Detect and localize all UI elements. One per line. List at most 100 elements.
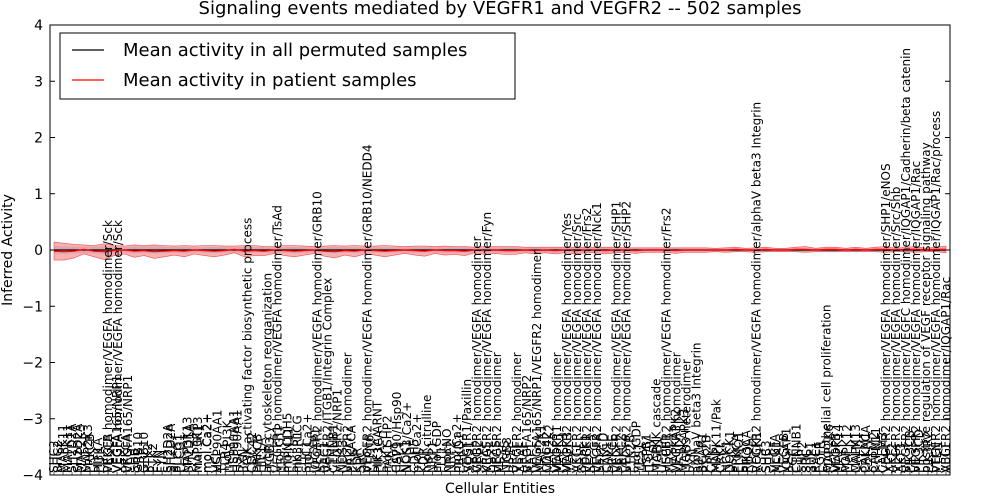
x-tick-label: SH2D1A [182,423,196,473]
chart-title: Signaling events mediated by VEGFR1 and … [199,0,802,19]
y-tick-label: −1 [22,299,43,315]
patient-mean-line [53,248,946,253]
x-tick-label: PRKCZ [615,434,629,473]
x-entity-label: MAP3K13 [181,416,195,473]
x-tick-label: MAPK11 [56,424,70,473]
x-entity-label: mol.SHP2 [380,415,394,473]
x-tick-label: MAPK13 [849,424,863,473]
x-entity-label: PRKACA [859,424,873,473]
x-entity-label: MAPK11 [61,424,75,473]
x-entity-label: mol.NO [440,428,454,473]
x-entity-label: endothelial cell proliferation [819,305,833,473]
x-tick-label: ITGAV [642,436,656,473]
x-tick-label: AKT2 [885,443,899,473]
x-tick-label: PRKCE [606,434,620,473]
x-tick-label: SHP1 [804,441,818,473]
x-tick-label: CALM2 [867,432,881,473]
x-tick-label: ROCK1 [750,431,764,473]
x-tick-label: MAPK3 [561,432,575,473]
x-tick-label: BCAR1 [696,432,710,473]
x-tick-label: AKT3 [894,443,908,473]
x-entity-label: PRKCB [101,434,115,473]
x-axis-label: Cellular Entities [445,481,555,497]
x-entity-label: mol.GTP [191,423,205,473]
x-tick-label: TLR4 [218,443,232,474]
x-entity-label: VEGFR2 homodimer/VEGFA homodimer/SHP2 [620,201,634,473]
x-tick-label: PRKD1 [452,433,466,473]
x-tick-label: PRKCD [597,433,611,473]
x-entity-label: FYN [151,450,165,473]
x-tick-label: YES1 [633,443,647,474]
x-tick-label: SH2D2A [164,423,178,473]
x-tick-label: PIK3CD [912,429,926,473]
y-tick-label: 4 [34,18,43,34]
x-entity-label: alphaV beta3 Integrin [690,342,704,473]
x-entity-label: VEGFR2 homodimer/VEGFC homodimer/IQGAP1/… [899,48,913,473]
x-entity-label: SRC [799,449,813,473]
x-tick-label: CDH5 [407,439,421,473]
x-tick-label: PDPK1 [579,434,593,473]
x-tick-label: RAF1 [525,442,539,473]
x-tick-label: ARAF [516,442,530,473]
x-entity-label: CALM1 [849,432,863,473]
x-entity-label: VEGFR1/Paxillin [460,379,474,473]
x-tick-label: PTEN [930,442,944,473]
x-entity-label: HSP90/Hsp90 [390,392,404,473]
x-entity-label: mol.Ca2+ [300,413,314,473]
x-entity-label: HSP90AA1 [231,409,245,473]
x-entity-label: VEGFR1 homodimer/VEGFA homodimer/TsAd [271,205,285,473]
x-tick-label: FYN [155,450,169,473]
x-entity-label: PGF [839,449,853,473]
x-tick-label: MAP2K3 [74,424,88,473]
x-tick-label: NCK1 [398,440,412,473]
x-entity-label: VEGFR1 homodimer [550,352,564,473]
x-entity-label: VEGFR2 homodimer/VEGFA homodimer/Src/Shb [889,187,903,473]
x-tick-label: HRAS [488,440,502,473]
x-tick-label: PLCG2 [588,434,602,473]
x-entity-label: KDR [350,448,364,473]
x-entity-label: PLCG1 [171,434,185,473]
x-entity-label: HIF1A [91,437,105,473]
x-entity-label: VEGFR2 homodimer/VEGFA homodimer/Src [570,213,584,473]
x-entity-label: VEGFR2 homodimer/VEGFA homodimer/SHP1/eN… [879,163,893,473]
x-tick-label: GRB10 [137,432,151,473]
x-entity-label: VEGFA homodimer/VEGFA homodimer/Sck [111,220,125,473]
x-tick-label: KDR [416,448,430,473]
x-entity-label: VEGFR2 homodimer/VEGFA homodimer/Frs2 [660,208,674,474]
x-tick-label: HSPB1 [660,433,674,473]
x-entity-label: VEGFR2 homodimer/VEGFA homodimer/IQGAP1/… [909,161,923,473]
x-entity-label: mol.Ca2+ [201,413,215,473]
x-tick-label: MAPK12 [840,424,854,473]
x-entity-label: SH2D2A [71,423,85,473]
x-entity-label: PRKCA [729,433,743,473]
x-tick-label: AKT1 [570,443,584,473]
x-entity-label: HIF1A/ARNT [370,400,384,473]
x-entity-label: VEGFR2/NRP1 [330,389,344,473]
x-tick-label: SHP2 [795,441,809,473]
x-tick-label: PTK2 [146,443,160,473]
x-entity-label: VEGFR2 homodimer/VEGFA homodimer/GRB10/N… [360,144,374,473]
x-tick-label: DOCK1 [723,430,737,473]
y-tick-label: −3 [22,412,43,428]
x-entity-label: PTK2 [141,443,155,473]
x-tick-label: SH2D2A [65,423,79,473]
x-entity-label: RAC1 [809,441,823,473]
x-entity-label: MAPK11/Pak [710,399,724,473]
x-entity-label: VEGFA165/NRP1/VEGFR2 homodimer [530,250,544,473]
y-axis-label: Inferred Activity [0,194,16,306]
x-tick-label: CRKL [714,441,728,473]
x-tick-label: PTK2B [624,435,638,473]
y-tick-label: −2 [22,356,43,372]
plot-frame [49,24,951,476]
x-tick-label: VEGFA165/NRP1 [110,375,124,473]
x-tick-label: NRP1 [425,441,439,473]
y-tick-label: 2 [34,131,43,147]
x-tick-label: MAPK14 [831,424,845,473]
x-entity-label: mol.GDP [430,421,444,473]
x-entity-label: PIK3CA [739,429,753,473]
x-entity-label: NOS3/Ca2+ [400,402,414,473]
x-tick-label: CDC42 [245,432,259,473]
x-entity-label: mol.citrulline [420,395,434,473]
x-entity-label: MAP2K3 [81,424,95,473]
